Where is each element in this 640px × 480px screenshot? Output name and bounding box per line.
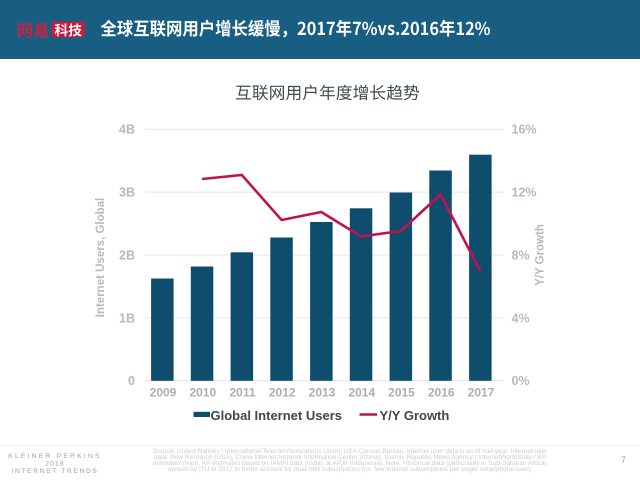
svg-text:data: Pew Research (USA), Chin: data: Pew Research (USA), China Internet… bbox=[154, 454, 546, 461]
svg-text:16%: 16% bbox=[512, 123, 537, 137]
svg-text:KLEINER PERKINS: KLEINER PERKINS bbox=[8, 453, 102, 460]
svg-text:Internet Users, Global: Internet Users, Global bbox=[95, 198, 107, 318]
svg-text:4B: 4B bbox=[119, 123, 135, 137]
svg-text:0%: 0% bbox=[512, 374, 530, 388]
svg-text:2009: 2009 bbox=[150, 386, 177, 400]
svg-text:Global Internet Users: Global Internet Users bbox=[211, 408, 342, 423]
svg-text:1B: 1B bbox=[119, 311, 135, 325]
svg-text:Y/Y Growth: Y/Y Growth bbox=[535, 224, 547, 286]
svg-text:estimates (Iran). KP estimates: estimates (Iran). KP estimates based on … bbox=[153, 460, 547, 467]
svg-text:2017: 2017 bbox=[468, 386, 495, 400]
svg-text:INTERNET TRENDS: INTERNET TRENDS bbox=[11, 468, 98, 475]
svg-text:2010: 2010 bbox=[189, 386, 216, 400]
svg-text:2013: 2013 bbox=[309, 386, 336, 400]
svg-text:Y/Y Growth: Y/Y Growth bbox=[380, 408, 450, 423]
svg-text:2011: 2011 bbox=[229, 386, 255, 400]
svg-text:Source: United Nations / Inter: Source: United Nations / International T… bbox=[153, 448, 548, 455]
svg-text:2014: 2014 bbox=[348, 386, 375, 400]
svg-text:8%: 8% bbox=[512, 248, 530, 262]
svg-text:0: 0 bbox=[128, 374, 135, 388]
svg-text:2015: 2015 bbox=[388, 386, 415, 400]
svg-text:3B: 3B bbox=[119, 186, 135, 200]
svg-text:12%: 12% bbox=[512, 186, 537, 200]
svg-text:7: 7 bbox=[621, 455, 626, 465]
svg-text:2016: 2016 bbox=[428, 386, 455, 400]
svg-text:2018: 2018 bbox=[45, 461, 64, 468]
svg-text:2012: 2012 bbox=[269, 386, 296, 400]
svg-text:4%: 4% bbox=[512, 311, 530, 325]
svg-text:revised by ITU in 2017 to bett: revised by ITU in 2017 to better account… bbox=[168, 466, 533, 473]
svg-text:2B: 2B bbox=[119, 248, 135, 262]
